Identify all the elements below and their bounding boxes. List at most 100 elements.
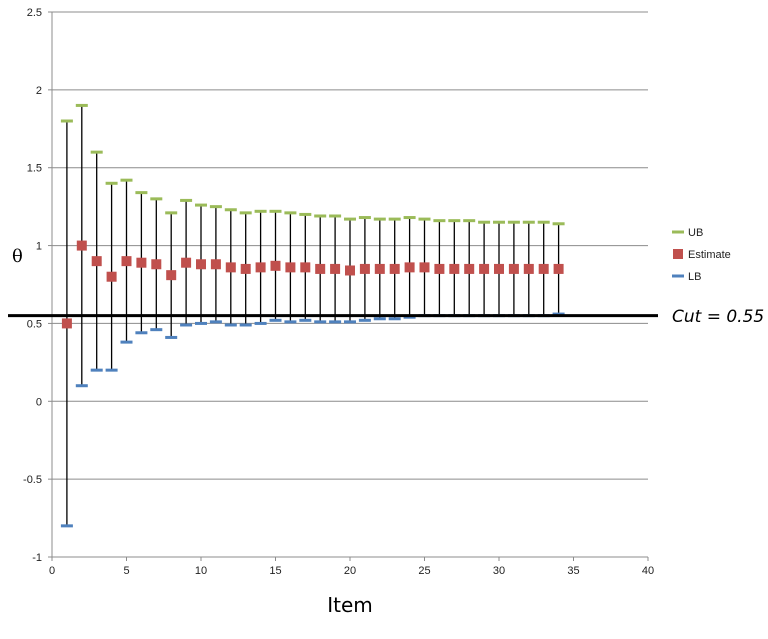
ub-marker <box>120 178 133 182</box>
lb-marker <box>150 328 163 332</box>
estimate-marker <box>91 256 102 267</box>
x-tick-label: 20 <box>344 565 356 577</box>
ub-marker <box>299 212 312 216</box>
lb-marker <box>120 340 133 344</box>
estimate-marker <box>136 257 147 268</box>
ub-marker <box>478 220 491 224</box>
lb-marker <box>239 323 252 327</box>
lb-marker <box>90 368 103 372</box>
lb-marker <box>195 321 207 325</box>
ub-marker <box>314 214 327 218</box>
ub-marker <box>358 216 371 220</box>
lb-marker <box>135 331 148 335</box>
lb-marker <box>388 317 401 321</box>
estimate-marker <box>240 263 251 274</box>
ub-marker <box>269 209 282 213</box>
estimate-marker <box>285 262 296 273</box>
y-tick-label: 0.5 <box>27 318 42 330</box>
estimate-marker <box>106 271 117 282</box>
ub-marker <box>195 203 207 207</box>
ub-marker <box>165 211 178 215</box>
lb-marker <box>209 320 222 324</box>
ub-marker <box>75 103 88 107</box>
ub-marker <box>433 219 446 223</box>
legend-marker-lb <box>672 274 684 278</box>
x-tick-label: 40 <box>642 565 654 577</box>
ub-marker <box>105 181 118 185</box>
estimate-marker <box>404 262 415 273</box>
ub-marker <box>180 198 193 202</box>
estimate-marker <box>494 263 504 274</box>
ub-marker <box>493 220 505 224</box>
estimate-marker <box>315 263 326 274</box>
lb-marker <box>224 323 237 327</box>
ub-marker <box>463 219 476 223</box>
legend-label-est: Estimate <box>688 249 731 261</box>
x-tick-label: 35 <box>567 565 579 577</box>
ub-marker <box>254 209 267 213</box>
lb-marker <box>75 384 88 388</box>
ub-marker <box>60 119 73 123</box>
legend-marker-estimate <box>673 249 683 259</box>
y-tick-label: 1.5 <box>27 163 42 175</box>
estimate-marker <box>508 263 519 274</box>
x-tick-label: 5 <box>123 565 129 577</box>
lb-marker <box>373 317 386 321</box>
ub-marker <box>344 217 356 221</box>
y-tick-label: -0.5 <box>23 474 42 486</box>
lb-marker <box>403 315 416 319</box>
estimate-marker <box>449 263 460 274</box>
y-tick-label: -1 <box>32 552 42 564</box>
lb-marker <box>180 323 193 327</box>
estimate-marker <box>61 318 72 329</box>
estimate-marker <box>434 263 445 274</box>
estimate-marker <box>330 263 341 274</box>
ub-marker <box>552 222 565 226</box>
lb-marker <box>358 318 371 322</box>
x-tick-label: 10 <box>195 565 207 577</box>
ub-marker <box>373 217 386 221</box>
ub-marker <box>537 220 550 224</box>
ub-marker <box>284 211 297 215</box>
ub-marker <box>239 211 252 215</box>
estimate-marker <box>196 259 206 270</box>
y-tick-label: 2 <box>36 85 42 97</box>
lb-marker <box>329 320 342 324</box>
estimate-marker <box>419 262 430 273</box>
estimate-marker <box>181 257 192 268</box>
lb-marker <box>344 320 356 324</box>
estimate-marker <box>210 259 221 270</box>
ub-marker <box>448 219 461 223</box>
estimate-marker <box>523 263 534 274</box>
ub-marker <box>418 217 431 221</box>
ub-marker <box>224 208 237 212</box>
ub-marker <box>507 220 520 224</box>
estimate-marker <box>359 263 370 274</box>
legend-label-ub: UB <box>688 227 703 239</box>
ub-marker <box>150 197 163 201</box>
estimate-marker <box>389 263 400 274</box>
lb-marker <box>552 312 565 316</box>
ub-marker <box>209 205 222 209</box>
lb-marker <box>254 321 267 325</box>
lb-marker <box>299 318 312 322</box>
y-tick-label: 0 <box>36 396 42 408</box>
estimate-marker <box>553 263 564 274</box>
ub-marker <box>90 150 103 154</box>
lb-marker <box>314 320 327 324</box>
x-axis-label: Item <box>327 593 373 617</box>
estimate-marker <box>270 260 281 271</box>
x-tick-label: 0 <box>49 565 55 577</box>
lb-marker <box>105 368 118 372</box>
legend-marker-ub <box>672 230 684 234</box>
ub-marker <box>135 191 148 195</box>
estimate-marker <box>121 256 132 267</box>
cut-label: Cut = 0.55 <box>672 307 764 327</box>
x-tick-label: 30 <box>493 565 505 577</box>
ub-marker <box>403 216 416 220</box>
estimate-marker <box>300 262 311 273</box>
legend: UB Estimate LB <box>672 227 731 283</box>
lb-marker <box>269 318 282 322</box>
lb-marker <box>60 524 73 528</box>
estimate-marker <box>479 263 490 274</box>
